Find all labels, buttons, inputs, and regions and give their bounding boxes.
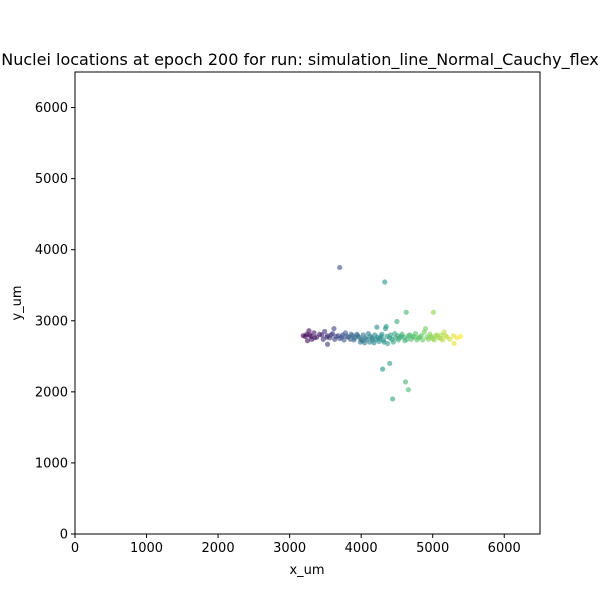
scatter-point [324,334,330,340]
scatter-point [383,323,389,330]
scatter-point [394,318,400,325]
scatter-point [312,335,318,341]
x-tick-label: 0 [71,541,79,556]
scatter-point [382,279,388,285]
scatter-point [304,338,311,344]
x-tick-label: 5000 [416,541,449,556]
scatter-point [322,328,328,335]
scatter-point [420,337,426,343]
y-tick-label: 0 [60,528,68,543]
x-tick-label: 1000 [130,541,163,556]
scatter-point [387,332,394,338]
scatter-point [457,333,464,340]
scatter-point [428,333,434,340]
scatter-point [344,333,350,340]
scatter-point [376,338,382,344]
scatter-point [430,309,437,315]
x-tick-label: 3000 [273,541,306,556]
scatter-point [402,379,409,385]
scatter-point [451,340,457,347]
y-axis: 0 1000 2000 3000 4000 5000 6000 [35,101,75,543]
scatter-point [431,337,437,343]
scatter-point [422,325,429,332]
scatter-point [351,337,357,343]
scatter-point [306,328,312,334]
scatter-point [405,387,411,393]
scatter-point [328,332,334,338]
scatter-point [447,336,453,342]
scatter-point [302,333,308,340]
scatter-point [341,337,347,343]
scatter-point [442,333,449,339]
scatter-point [337,264,343,271]
scatter-point [402,338,408,344]
scatter-point [405,333,411,339]
x-axis-label: x_um [289,563,324,578]
scatter-point [395,337,401,343]
scatter-point [390,339,396,345]
scatter-point [348,331,354,337]
y-tick-label: 3000 [35,314,68,329]
y-tick-label: 5000 [35,172,68,187]
scatter-point [434,332,440,338]
scatter-point [354,333,361,339]
scatter-point [331,325,337,332]
points-layer [300,264,464,402]
y-tick-label: 4000 [35,243,68,258]
scatter-point [307,332,313,338]
scatter-point [440,337,446,343]
scatter-point [324,341,331,347]
x-tick-label: 2000 [202,541,235,556]
scatter-point [369,335,375,341]
y-tick-label: 1000 [35,456,68,471]
scatter-point [398,333,404,340]
x-tick-label: 6000 [488,541,521,556]
y-tick-label: 6000 [35,101,68,116]
scatter-point [387,360,393,367]
chart-title: Nuclei locations at epoch 200 for run: s… [1,50,598,70]
y-tick-label: 2000 [35,385,68,400]
y-axis-label: y_um [10,285,25,320]
scatter-point [311,330,317,336]
scatter-point [380,366,386,372]
scatter-point [374,324,380,330]
scatter-point [385,340,391,347]
scatter-point [390,396,396,402]
x-tick-label: 4000 [345,541,378,556]
scatter-point [380,337,386,343]
scatter-point [332,336,338,342]
scatter-point [317,331,323,337]
scatter-point [367,339,373,345]
plot-frame [74,71,541,535]
x-axis: 0 1000 2000 3000 4000 5000 6000 [71,534,521,556]
scatter-point [403,309,409,315]
